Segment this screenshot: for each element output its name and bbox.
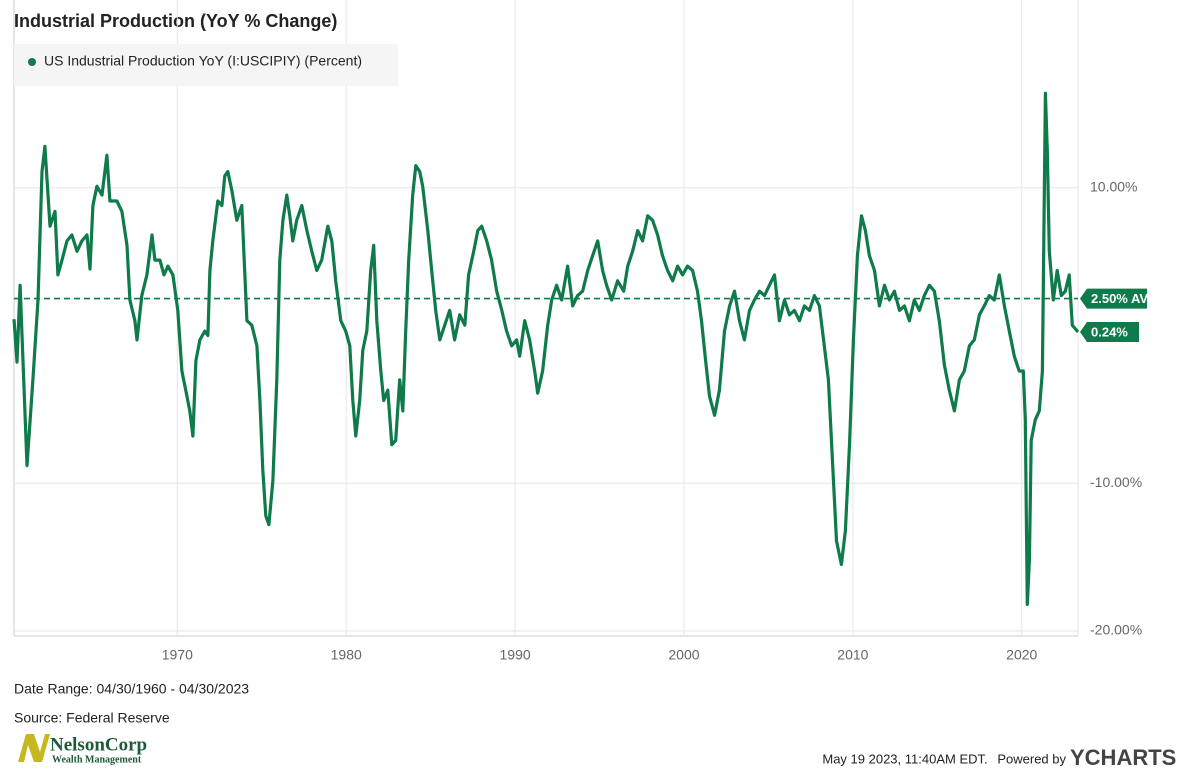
x-tick-label: 2010: [837, 647, 868, 663]
x-tick-label: 1980: [331, 647, 362, 663]
powered-by: Powered by: [997, 751, 1066, 766]
logo-mark: [18, 734, 50, 762]
legend-label: US Industrial Production YoY (I:USCIPIY)…: [44, 53, 362, 69]
x-tick-label: 1970: [162, 647, 193, 663]
x-tick-label: 2020: [1006, 647, 1037, 663]
y-tick-label: 10.00%: [1090, 178, 1137, 194]
average-badge: [1080, 288, 1147, 309]
logo-tagline: Wealth Management: [52, 754, 142, 765]
brand-logo: YCHARTS: [1070, 745, 1176, 770]
timestamp: May 19 2023, 11:40AM EDT.: [822, 751, 987, 766]
average-label: 2.50% AVG: [1091, 291, 1158, 306]
logo-name: NelsonCorp: [50, 734, 147, 755]
x-tick-label: 2000: [668, 647, 699, 663]
plot-area: 1970 1980 1990 2000 2010 2020 10.00% -10.00% -20…: [12, 0, 1158, 663]
x-tick-label: 1990: [500, 647, 531, 663]
source: Source: Federal Reserve: [14, 710, 170, 726]
legend-box: [14, 44, 398, 86]
end-label: 0.24%: [1091, 324, 1128, 339]
chart-title: Industrial Production (YoY % Change): [14, 11, 337, 31]
y-tick-label: -20.00%: [1090, 622, 1142, 638]
series-line: [12, 91, 1080, 606]
legend-marker: [28, 58, 36, 66]
end-badge: [1080, 321, 1139, 342]
y-tick-label: -10.00%: [1090, 474, 1142, 490]
logo: NelsonCorp Wealth Management: [18, 734, 147, 765]
date-range: Date Range: 04/30/1960 - 04/30/2023: [14, 681, 249, 697]
